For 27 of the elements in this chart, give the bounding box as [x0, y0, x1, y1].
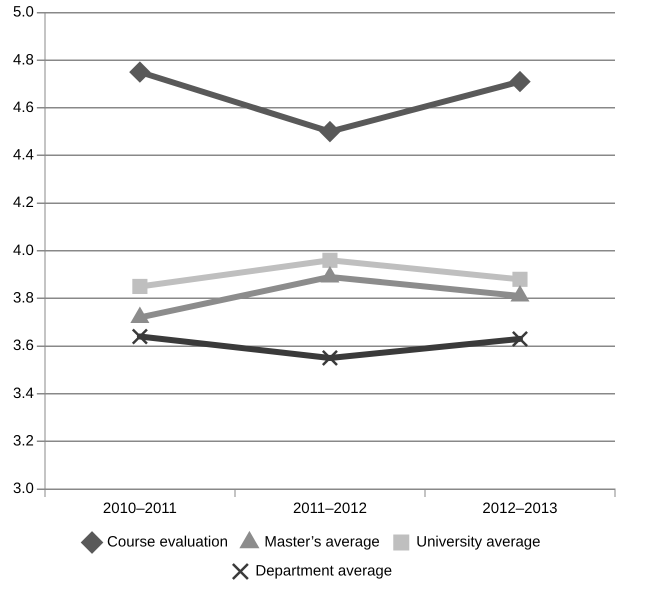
y-tick-label: 3.8	[12, 290, 34, 307]
legend-label: Department average	[255, 562, 392, 580]
point	[322, 350, 338, 366]
point	[319, 121, 340, 142]
point	[132, 328, 148, 345]
y-tick-label: 5.0	[12, 4, 34, 21]
x-tick-label: 2011–2012	[292, 500, 367, 518]
legend-label: Course evaluation	[107, 534, 228, 551]
y-tick-label: 3.0	[12, 480, 34, 498]
y-tick-label: 4.0	[12, 242, 34, 259]
point	[512, 330, 528, 348]
point	[129, 62, 150, 83]
x-tick-label: 2012–2013	[482, 500, 558, 518]
y-tick-label: 4.2	[12, 194, 34, 212]
y-tick-label: 4.8	[12, 51, 34, 68]
y-tick-label: 4.4	[12, 146, 34, 164]
legend-label: University average	[416, 534, 540, 551]
y-tick-label: 4.6	[12, 98, 34, 116]
x-tick-label: 2010–2011	[102, 500, 177, 518]
y-tick-label: 3.4	[12, 384, 34, 402]
point	[512, 272, 528, 287]
point	[509, 71, 530, 92]
point	[322, 252, 338, 268]
y-tick-label: 3.2	[12, 432, 34, 450]
legend-label: Master’s average	[264, 534, 380, 551]
point	[132, 278, 148, 294]
y-tick-label: 3.6	[12, 337, 34, 354]
